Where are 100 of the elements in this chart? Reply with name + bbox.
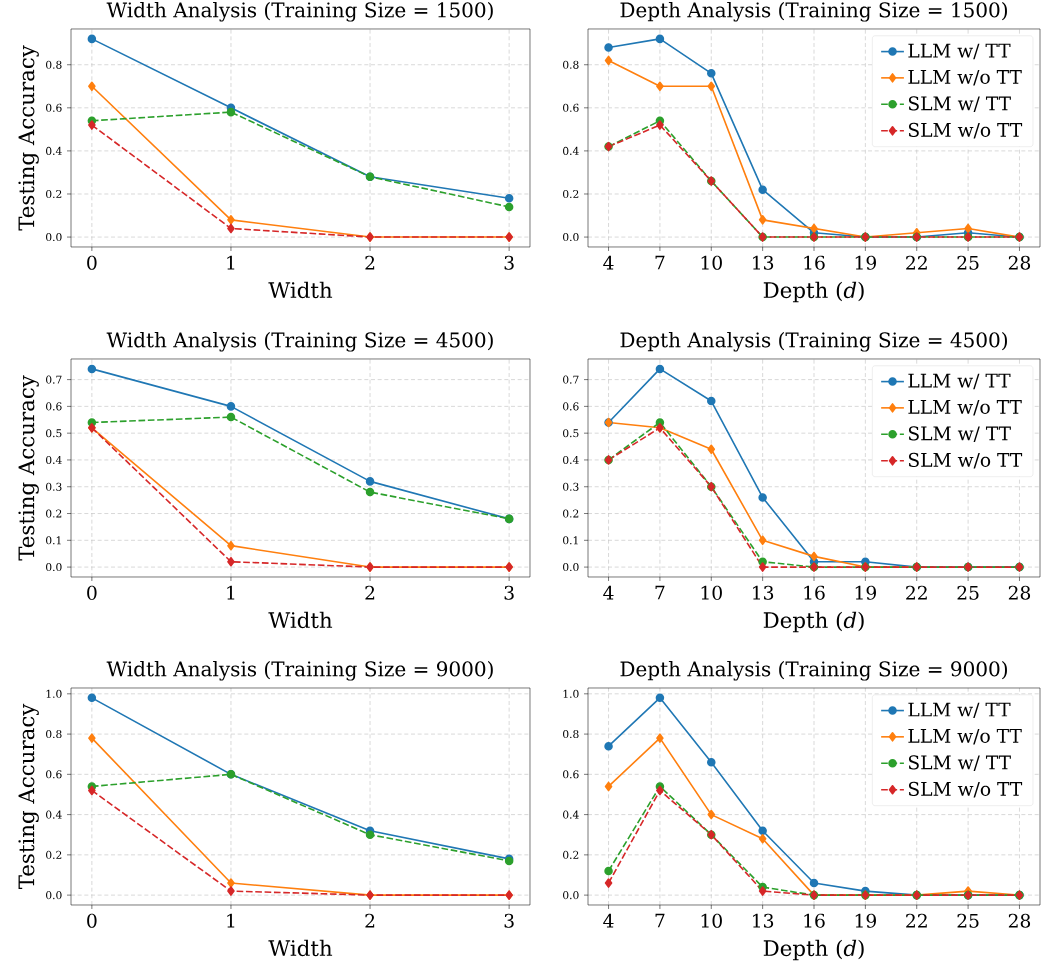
x-tick-label: 13 bbox=[753, 255, 774, 270]
y-tick-label: 0.6 bbox=[563, 103, 579, 112]
y-tick-label: 0.6 bbox=[46, 770, 62, 779]
y-tick-label: 0.0 bbox=[563, 891, 579, 900]
legend-label: SLM w/ TT bbox=[908, 755, 1011, 771]
x-tick-label: 7 bbox=[655, 913, 665, 928]
legend-label: SLM w/o TT bbox=[908, 781, 1023, 798]
legend-label: LLM w/ TT bbox=[908, 43, 1011, 60]
x-tick-label: 28 bbox=[1008, 255, 1031, 270]
x-axis-title: Width bbox=[268, 281, 333, 299]
x-tick-label: 19 bbox=[855, 585, 876, 600]
y-tick-label: 0.3 bbox=[46, 482, 62, 491]
x-tick-label: 3 bbox=[504, 255, 514, 270]
y-tick-label: 0.8 bbox=[563, 60, 579, 69]
x-tick-label: 0 bbox=[87, 585, 97, 600]
y-tick-label: 0.7 bbox=[46, 375, 62, 384]
y-tick-label: 0.1 bbox=[563, 536, 578, 545]
y-tick-label: 0.2 bbox=[563, 509, 579, 518]
y-tick-label: 0.6 bbox=[46, 103, 62, 112]
y-tick-label: 0.0 bbox=[563, 563, 579, 572]
x-tick-label: 2 bbox=[365, 913, 375, 928]
x-tick-label: 13 bbox=[753, 913, 774, 928]
x-tick-label: 25 bbox=[957, 255, 979, 270]
x-tick-label: 13 bbox=[753, 585, 774, 600]
chart-title: Depth Analysis (Training Size = 9000) bbox=[620, 660, 1007, 681]
y-tick-label: 0.4 bbox=[46, 455, 62, 464]
y-tick-label: 0.4 bbox=[46, 810, 62, 819]
x-tick-label: 4 bbox=[603, 913, 614, 928]
x-tick-label: 1 bbox=[227, 255, 235, 270]
y-tick-label: 0.7 bbox=[563, 375, 579, 384]
y-tick-label: 0.0 bbox=[46, 891, 62, 900]
y-tick-label: 0.5 bbox=[563, 429, 579, 438]
y-tick-label: 0.0 bbox=[46, 563, 62, 572]
x-tick-label: 0 bbox=[87, 913, 97, 928]
y-tick-label: 0.2 bbox=[46, 850, 62, 859]
x-tick-label: 25 bbox=[957, 913, 979, 928]
y-tick-label: 0.4 bbox=[563, 455, 579, 464]
x-tick-label: 19 bbox=[855, 255, 876, 270]
legend-label: LLM w/ TT bbox=[908, 702, 1011, 719]
x-tick-label: 25 bbox=[957, 585, 979, 600]
y-tick-label: 0.0 bbox=[46, 233, 62, 242]
x-tick-label: 3 bbox=[504, 585, 514, 600]
y-tick-label: 0.4 bbox=[46, 146, 62, 155]
x-tick-label: 3 bbox=[504, 913, 514, 928]
x-tick-label: 16 bbox=[804, 255, 825, 270]
legend-label: LLM w/o TT bbox=[908, 729, 1022, 745]
y-tick-label: 1.0 bbox=[46, 689, 62, 698]
legend-label: LLM w/o TT bbox=[908, 400, 1022, 416]
legend-label: SLM w/ TT bbox=[908, 96, 1011, 112]
x-tick-label: 0 bbox=[87, 255, 97, 270]
x-tick-label: 4 bbox=[603, 585, 614, 600]
x-axis-title: Width bbox=[268, 939, 333, 957]
y-tick-label: 0.3 bbox=[563, 482, 579, 491]
x-axis-title: Depth (d) bbox=[763, 281, 864, 303]
x-tick-label: 7 bbox=[655, 585, 665, 600]
chart-title: Depth Analysis (Training Size = 4500) bbox=[620, 331, 1007, 352]
chart-title: Width Analysis (Training Size = 9000) bbox=[106, 660, 493, 681]
x-tick-label: 19 bbox=[855, 913, 876, 928]
y-tick-label: 0.2 bbox=[563, 850, 579, 859]
y-axis-title: Testing Accuracy bbox=[18, 375, 39, 561]
y-tick-label: 0.4 bbox=[563, 810, 579, 819]
y-tick-label: 0.5 bbox=[46, 429, 62, 438]
x-tick-label: 7 bbox=[655, 255, 665, 270]
x-axis-title: Depth (d) bbox=[763, 939, 864, 961]
chart-title: Depth Analysis (Training Size = 1500) bbox=[620, 1, 1007, 22]
x-tick-label: 2 bbox=[365, 585, 375, 600]
chart-title: Width Analysis (Training Size = 4500) bbox=[106, 331, 493, 352]
x-tick-label: 22 bbox=[906, 585, 927, 600]
legend-label: LLM w/o TT bbox=[908, 70, 1022, 86]
x-tick-label: 4 bbox=[603, 255, 614, 270]
x-tick-label: 28 bbox=[1008, 913, 1031, 928]
x-tick-label: 10 bbox=[701, 255, 722, 270]
y-tick-label: 0.6 bbox=[563, 770, 579, 779]
y-tick-label: 0.4 bbox=[563, 146, 579, 155]
y-tick-label: 0.0 bbox=[563, 233, 579, 242]
y-tick-label: 0.6 bbox=[563, 402, 579, 411]
x-tick-label: 10 bbox=[701, 913, 722, 928]
x-tick-label: 1 bbox=[227, 585, 235, 600]
x-axis-title: Depth (d) bbox=[763, 611, 864, 633]
legend-label: SLM w/o TT bbox=[908, 452, 1023, 469]
legend-label: SLM w/o TT bbox=[908, 122, 1023, 139]
x-tick-label: 16 bbox=[804, 913, 825, 928]
x-tick-label: 28 bbox=[1008, 585, 1031, 600]
y-tick-label: 1.0 bbox=[563, 689, 579, 698]
y-tick-label: 0.6 bbox=[46, 402, 62, 411]
y-tick-label: 0.2 bbox=[46, 189, 62, 199]
y-tick-label: 0.2 bbox=[46, 509, 62, 518]
y-tick-label: 0.8 bbox=[46, 60, 62, 69]
legend-label: SLM w/ TT bbox=[908, 426, 1011, 442]
x-axis-title: Width bbox=[268, 611, 333, 629]
x-tick-label: 16 bbox=[804, 585, 825, 600]
y-tick-label: 0.8 bbox=[563, 730, 579, 739]
x-tick-label: 1 bbox=[227, 913, 235, 928]
x-tick-label: 2 bbox=[365, 255, 375, 270]
y-axis-title: Testing Accuracy bbox=[18, 703, 39, 890]
legend-label: LLM w/ TT bbox=[908, 373, 1011, 390]
y-tick-label: 0.2 bbox=[563, 189, 579, 199]
x-tick-label: 22 bbox=[906, 913, 927, 928]
x-tick-label: 10 bbox=[701, 585, 722, 600]
y-tick-label: 0.8 bbox=[46, 730, 62, 739]
